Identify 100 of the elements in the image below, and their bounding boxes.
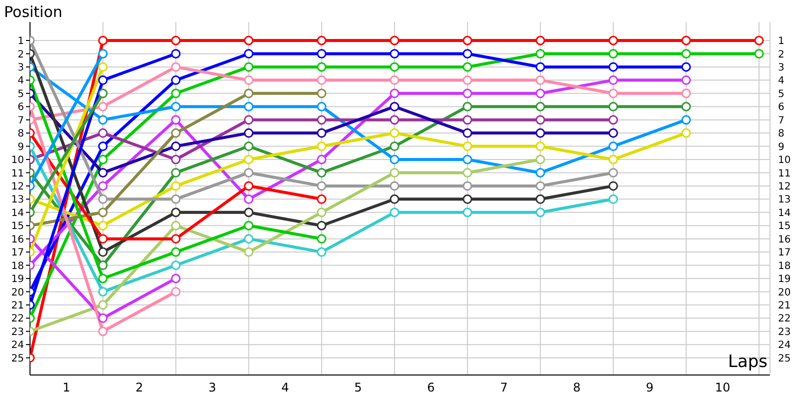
y2-tick-label: 12: [778, 181, 791, 192]
point: [536, 48, 546, 58]
y-tick-label: 16: [11, 234, 24, 246]
point: [462, 102, 472, 112]
point: [390, 75, 400, 85]
point: [608, 168, 618, 178]
x-tick-label: 10: [714, 380, 730, 395]
y-tick-label: 8: [18, 128, 24, 140]
point: [316, 115, 326, 125]
point: [98, 274, 108, 284]
y2-tick-label: 13: [778, 194, 791, 206]
y2-tick-label: 3: [778, 62, 784, 74]
y2-tick-label: 5: [778, 88, 784, 100]
y-tick-label: 3: [18, 62, 24, 74]
point: [390, 194, 400, 204]
point: [171, 115, 181, 125]
y2-tick-label: 20: [778, 287, 791, 298]
x-tick-label: 4: [281, 380, 289, 395]
point: [244, 88, 254, 98]
point: [390, 128, 400, 138]
y2-tick-label: 7: [778, 115, 784, 126]
point: [608, 62, 618, 72]
point: [171, 48, 181, 58]
y2-tick-label: 2: [778, 49, 784, 60]
point: [244, 194, 254, 204]
y-tick-label: 11: [11, 168, 24, 180]
point: [608, 48, 618, 58]
point: [98, 75, 108, 85]
y-tick-label: 10: [11, 155, 24, 166]
point: [316, 168, 326, 178]
point: [98, 154, 108, 164]
point: [390, 62, 400, 72]
point: [98, 300, 108, 310]
y-tick-label: 21: [11, 300, 24, 312]
point: [98, 326, 108, 336]
point: [244, 247, 254, 257]
point: [171, 220, 181, 230]
point: [316, 181, 326, 191]
y2-tick-label: 16: [778, 234, 791, 246]
y2-tick-label: 10: [778, 155, 791, 166]
point: [171, 181, 181, 191]
point: [98, 142, 108, 152]
y-tick-label: 6: [18, 102, 24, 114]
point: [244, 208, 254, 218]
point: [536, 208, 546, 218]
x-tick-label: 8: [572, 380, 581, 395]
point: [98, 220, 108, 230]
point: [244, 168, 254, 178]
y-tick-label: 2: [18, 49, 24, 60]
point: [244, 115, 254, 125]
point: [754, 36, 764, 46]
point: [462, 128, 472, 138]
point: [608, 142, 618, 152]
point: [171, 128, 181, 138]
point: [462, 48, 472, 58]
point: [98, 234, 108, 244]
point: [754, 48, 764, 58]
point: [171, 260, 181, 270]
point: [244, 48, 254, 58]
point: [681, 62, 691, 72]
y-tick-label: 1: [18, 36, 24, 48]
point: [244, 181, 254, 191]
point: [536, 115, 546, 125]
point: [536, 36, 546, 46]
point: [316, 154, 326, 164]
point: [536, 75, 546, 85]
point: [316, 220, 326, 230]
point: [462, 88, 472, 98]
point: [316, 62, 326, 72]
y2-tick-label: 18: [778, 260, 791, 272]
point: [316, 75, 326, 85]
x-tick-label: 2: [136, 380, 144, 395]
point: [681, 102, 691, 112]
point: [316, 142, 326, 152]
point: [316, 194, 326, 204]
point: [171, 62, 181, 72]
y-tick-label: 24: [11, 340, 24, 352]
point: [244, 75, 254, 85]
point: [244, 128, 254, 138]
point: [681, 75, 691, 85]
point: [244, 142, 254, 152]
y-tick-label: 23: [11, 326, 24, 338]
point: [390, 168, 400, 178]
point: [608, 181, 618, 191]
point: [98, 313, 108, 323]
point: [171, 168, 181, 178]
point: [244, 234, 254, 244]
point: [171, 247, 181, 257]
point: [316, 48, 326, 58]
y-tick-label: 5: [18, 88, 24, 100]
point: [536, 102, 546, 112]
point: [390, 142, 400, 152]
y2-tick-label: 6: [778, 102, 784, 114]
point: [390, 36, 400, 46]
point: [98, 36, 108, 46]
point: [171, 274, 181, 284]
point: [98, 260, 108, 270]
y-tick-label: 4: [18, 76, 24, 87]
point: [98, 168, 108, 178]
y2-tick-label: 19: [778, 274, 791, 286]
